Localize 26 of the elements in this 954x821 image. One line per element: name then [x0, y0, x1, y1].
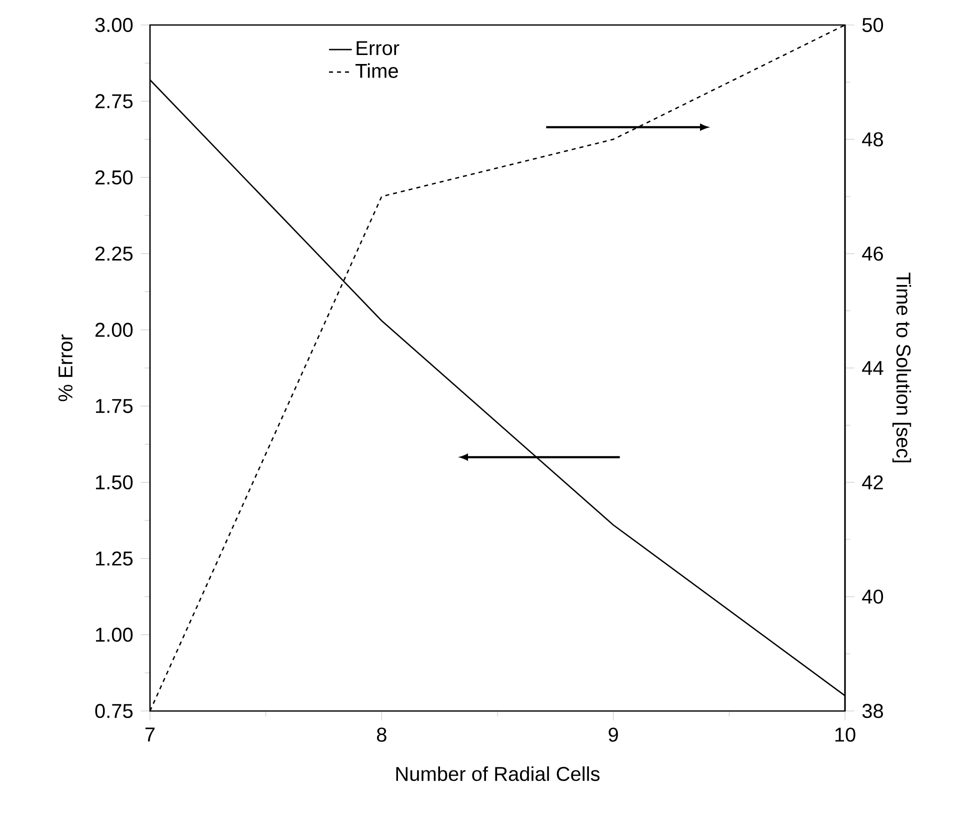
x-tick-label: 7: [145, 728, 155, 742]
y-tick-label: 3.00: [95, 18, 133, 32]
y-tick-label: 1.25: [96, 551, 133, 566]
y-axis-title: % Error: [58, 334, 73, 402]
y-tick-label: 1.00: [96, 628, 133, 642]
y2-axis-title: Time to Solution [sec]: [892, 272, 912, 462]
y2-tick-label: 50: [862, 18, 884, 32]
y2-tick-label: 42: [862, 475, 883, 490]
y-tick-label: 2.50: [95, 170, 133, 185]
legend-label: Time: [356, 63, 398, 78]
y-tick-label: 2.75: [95, 94, 133, 108]
x-axis-title: Number of Radial Cells: [396, 766, 600, 782]
legend-label: Error: [356, 41, 400, 56]
y-tick-label: 2.00: [95, 322, 133, 337]
y-tick-label: 0.75: [95, 704, 133, 718]
y-tick-label: 2.25: [95, 246, 133, 261]
x-tick-label: 9: [608, 728, 618, 742]
x-tick-label: 8: [376, 728, 386, 742]
y2-tick-label: 38: [862, 704, 883, 718]
x-tick-label: 10: [835, 728, 856, 742]
y2-tick-label: 48: [862, 132, 883, 146]
y2-tick-label: 46: [862, 246, 883, 261]
y2-tick-label: 40: [862, 590, 884, 604]
y-tick-label: 1.50: [96, 475, 133, 490]
y-tick-label: 1.75: [96, 399, 133, 414]
y2-tick-label: 44: [862, 361, 884, 375]
